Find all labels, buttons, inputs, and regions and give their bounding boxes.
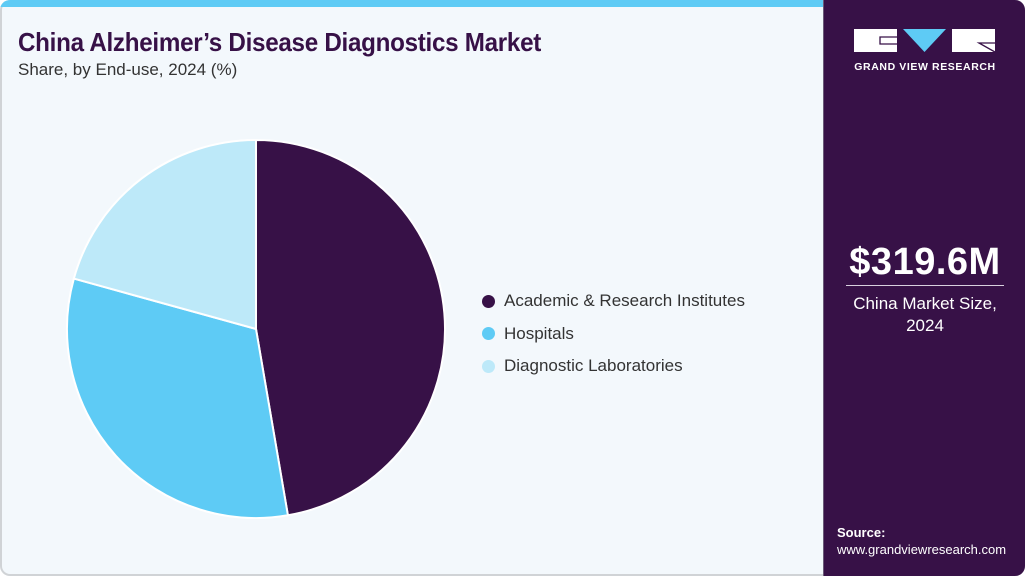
source-link[interactable]: www.grandviewresearch.com bbox=[837, 542, 1007, 557]
pie-chart bbox=[66, 139, 446, 519]
accent-top-bar bbox=[0, 0, 823, 7]
legend-dot-icon bbox=[482, 359, 495, 373]
pie-slice-academic-research-institutes bbox=[255, 139, 446, 517]
market-size-value: $319.6M bbox=[849, 241, 1001, 283]
legend-dot-icon bbox=[482, 294, 495, 308]
legend-label: Hospitals bbox=[504, 323, 574, 343]
grand-view-research-logo-icon bbox=[854, 29, 995, 53]
legend-label: Diagnostic Laboratories bbox=[504, 356, 683, 376]
market-size-label-line1: China Market Size, bbox=[853, 294, 997, 313]
divider bbox=[846, 285, 1004, 286]
legend-item-academic-research-institutes: Academic & Research Institutes bbox=[482, 285, 745, 318]
market-size-label: China Market Size, 2024 bbox=[824, 293, 1025, 337]
pie-slice-hospitals bbox=[66, 277, 289, 519]
legend-item-diagnostic-laboratories: Diagnostic Laboratories bbox=[482, 350, 745, 383]
legend-dot-icon bbox=[482, 327, 495, 341]
legend-label: Academic & Research Institutes bbox=[504, 291, 745, 311]
market-size-label-year: 2024 bbox=[906, 316, 944, 335]
chart-subtitle: Share, by End-use, 2024 (%) bbox=[18, 60, 238, 79]
pie-slice-diagnostic-laboratories bbox=[72, 139, 257, 330]
source-label: Source: bbox=[837, 525, 886, 540]
chart-legend: Academic & Research Institutes Hospitals… bbox=[482, 285, 745, 383]
logo-text: GRAND VIEW RESEARCH bbox=[854, 61, 996, 73]
sidebar-panel: GRAND VIEW RESEARCH $319.6M China Market… bbox=[823, 0, 1025, 576]
legend-item-hospitals: Hospitals bbox=[482, 318, 745, 351]
chart-title: China Alzheimer’s Disease Diagnostics Ma… bbox=[18, 27, 542, 57]
